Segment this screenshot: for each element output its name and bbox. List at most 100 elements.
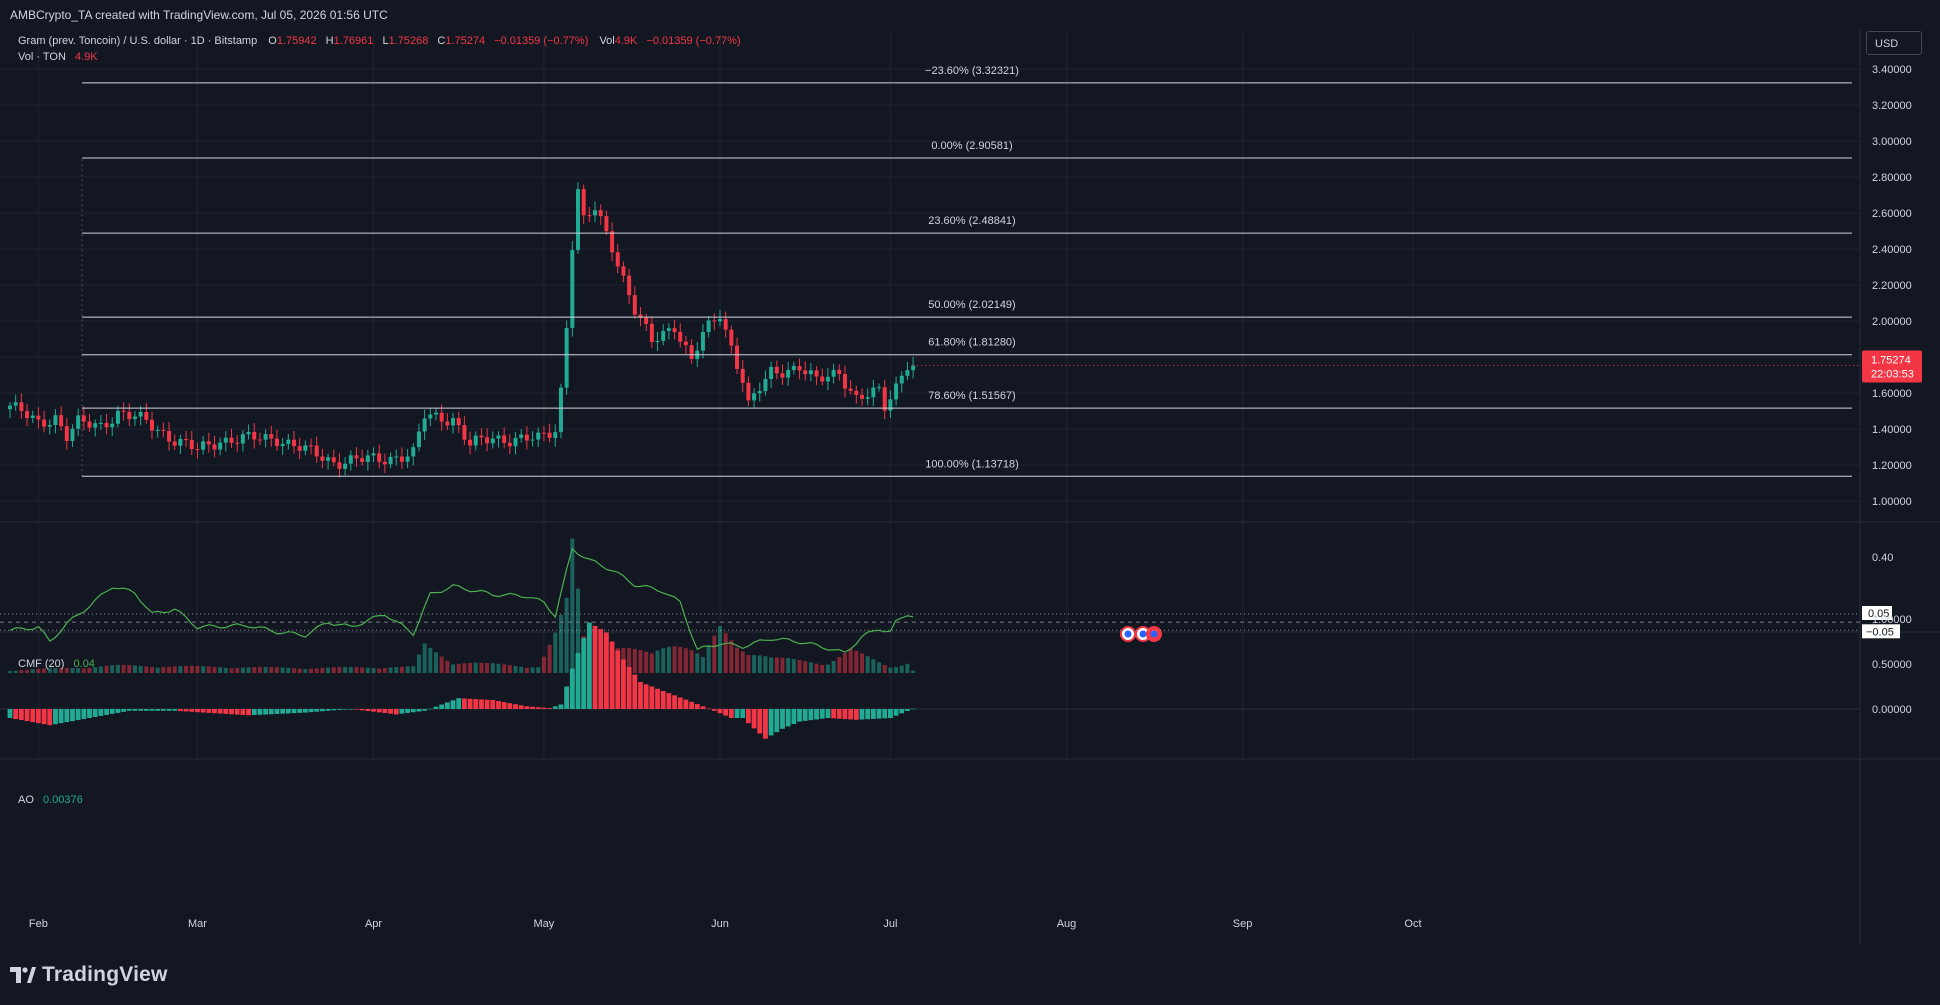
ao-bar (416, 709, 422, 712)
volume-bar (167, 666, 172, 673)
candle-body (700, 331, 705, 351)
volume-bar (360, 667, 365, 673)
ao-bar (160, 709, 166, 711)
volume-bar (320, 667, 325, 673)
volume-bar (911, 670, 916, 673)
candle-body (360, 458, 365, 462)
currency-button[interactable]: USD (1866, 31, 1922, 55)
volume-bar (189, 665, 194, 673)
candle-body (683, 341, 688, 346)
volume-bar (235, 668, 240, 673)
ao-bar (405, 709, 410, 713)
event-flag-icon (1150, 630, 1158, 638)
candle-body (610, 231, 615, 253)
chart-area[interactable]: Feb Mar Apr May Jun Jul Aug Sep Oct 3.40000 3.2000… (0, 29, 1940, 945)
candle-body (513, 437, 518, 447)
chart-canvas[interactable]: Feb Mar Apr May Jun Jul Aug Sep Oct 3.40000 3.2000… (0, 29, 1940, 945)
volume-bar (263, 666, 268, 673)
ao-bar (893, 709, 899, 716)
ao-bar (92, 709, 98, 717)
symbol-title: Gram (prev. Toncoin) / U.S. dollar · 1D … (18, 35, 258, 47)
volume-bar (769, 657, 774, 673)
ao-bar (768, 709, 774, 736)
volume-bar (184, 665, 189, 673)
high-value: 1.76961 (333, 35, 374, 47)
volume-bar (547, 644, 552, 673)
candle-body (576, 189, 580, 250)
ao-bar (155, 709, 161, 711)
ao-bar (302, 709, 308, 713)
ao-bar (36, 709, 41, 724)
volume-bar (161, 667, 166, 673)
ao-bar (365, 709, 371, 712)
volume-bar (570, 538, 575, 673)
candle-body (473, 435, 478, 446)
volume-bar (672, 646, 677, 673)
candle-body (8, 405, 12, 410)
candle-body (593, 210, 598, 216)
ao-bar (831, 709, 836, 719)
y-tick-label: 2.60000 (1872, 208, 1912, 220)
ao-bar (626, 667, 632, 709)
ao-bar (694, 704, 700, 709)
cmf-tick-label: −0.05 (1866, 626, 1894, 638)
fib-level-label: 100.00% (1.13718) (925, 458, 1019, 470)
ao-bar (217, 709, 223, 714)
ao-bar (513, 704, 518, 709)
volume-bar (394, 667, 399, 673)
ao-bar (592, 625, 598, 709)
tradingview-wordmark: TradingView (42, 963, 168, 986)
ao-bar (229, 709, 234, 715)
ao-bar (58, 709, 64, 724)
volume-bar (627, 648, 632, 673)
ao-bar (785, 709, 791, 727)
ao-bar (711, 709, 717, 711)
ao-bar (501, 702, 507, 709)
volume-bar (814, 663, 819, 673)
candle-body (655, 340, 660, 343)
ao-bar (853, 709, 859, 720)
volume-bar (240, 667, 245, 673)
y-tick-label: 3.20000 (1872, 100, 1912, 112)
volume-bar (269, 667, 274, 673)
candle-body (377, 453, 382, 462)
candle-body (564, 327, 569, 388)
candle-body (161, 429, 166, 431)
tradingview-logo[interactable]: TradingView (10, 963, 168, 987)
volume-bar (695, 653, 700, 673)
candle-body (167, 430, 172, 442)
volume-bar (309, 668, 314, 673)
volume-bar (757, 655, 762, 673)
volume-bar (763, 656, 768, 673)
candle-body (894, 383, 899, 400)
top-bar: AMBCrypto_TA created with TradingView.co… (0, 0, 1940, 29)
ao-bar (53, 709, 58, 725)
volume-bar (644, 651, 649, 673)
candle-body (286, 439, 291, 444)
volume-bar (93, 667, 98, 673)
volume-bar (76, 668, 81, 673)
ao-bar (683, 699, 689, 709)
ao-bar (308, 709, 314, 713)
volume-bar (172, 666, 177, 673)
ao-bar (166, 709, 172, 711)
volume-bar (422, 643, 427, 673)
ao-bar (552, 706, 558, 709)
high-label: H (325, 35, 334, 47)
candle-body (144, 411, 149, 420)
ao-bar (427, 708, 433, 710)
candle-body (64, 426, 69, 441)
volume-bar (854, 650, 859, 673)
chart-background (0, 29, 1940, 945)
candle-body (519, 434, 524, 438)
ao-bar (535, 707, 541, 709)
ao-bar (848, 709, 854, 720)
candle-body (121, 410, 126, 412)
volume-bar (127, 665, 132, 673)
candle-body (723, 319, 728, 330)
volume-bar (456, 663, 461, 673)
candle-body (235, 442, 240, 444)
volume-bar (286, 667, 291, 673)
volume-bar (490, 663, 495, 673)
ao-bar (677, 697, 683, 709)
